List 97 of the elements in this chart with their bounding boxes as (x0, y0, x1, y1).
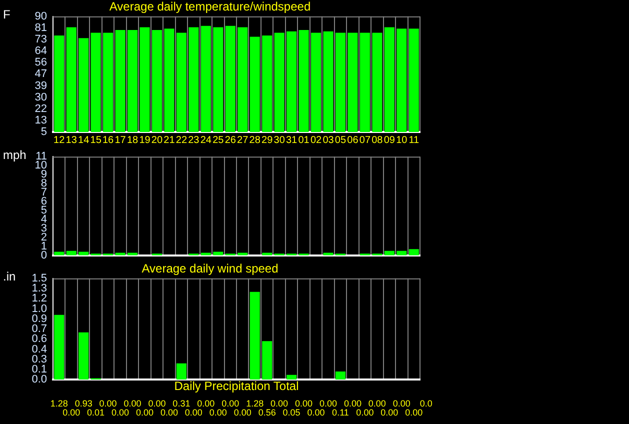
text: 0.05 (282, 408, 300, 418)
y-tick-label: 0.4 (32, 343, 47, 356)
x-tick-label: 09 (384, 134, 396, 146)
text: 0.00 (307, 408, 325, 418)
text: 0.00 (234, 408, 252, 418)
text: 0.00 (160, 408, 178, 418)
chart-title: Average daily wind speed (142, 262, 278, 276)
x-tick-label: 14 (78, 134, 90, 146)
text: 0.00 (270, 398, 288, 409)
text: 0.00 (368, 398, 386, 409)
x-tick-label: 24 (200, 134, 212, 146)
y-tick-label: 5 (40, 126, 47, 138)
text: 0.00 (99, 398, 117, 409)
x-tick-label: 29 (262, 134, 274, 146)
text: 1.28 (50, 398, 68, 409)
y-tick-label: 0.0 (32, 374, 47, 386)
x-tick-label: 28 (249, 134, 261, 146)
x-tick-label: 06 (347, 134, 359, 146)
x-tick-label: 25 (212, 134, 224, 146)
text: 0.00 (148, 398, 166, 409)
text: 0.00 (197, 398, 215, 409)
text: 0.11 (332, 408, 349, 418)
y-tick-label: 1.3 (32, 282, 47, 295)
x-tick-label: 02 (310, 134, 322, 146)
bar (286, 374, 297, 380)
text: 1.28 (246, 398, 264, 409)
x-tick-label: 05 (334, 134, 346, 146)
x-tick-label: 18 (126, 134, 139, 146)
y-tick-label: 56 (34, 56, 47, 69)
x-tick-label: 21 (164, 134, 176, 146)
text: 0.93 (74, 398, 92, 409)
x-tick-label: 20 (151, 134, 163, 146)
text: 0.00 (319, 398, 338, 409)
text: 0.00 (356, 408, 374, 418)
y-tick-label: 1.2 (32, 292, 47, 305)
x-tick-label: 16 (102, 134, 114, 146)
y-tick-label: 1.5 (32, 272, 47, 284)
x-tick-label: 15 (90, 134, 102, 146)
bar (250, 292, 260, 380)
bar (335, 372, 346, 380)
y-tick-label: 13 (34, 114, 47, 126)
text: 0.00 (124, 398, 142, 409)
x-tick-label: 07 (359, 134, 371, 146)
y-tick-label: 47 (34, 68, 47, 80)
y-tick-label: 22 (34, 102, 47, 115)
text: 0.0 (420, 398, 432, 409)
text: 0.00 (392, 398, 410, 409)
text: 0.00 (62, 408, 80, 418)
text: 0.00 (112, 408, 130, 418)
x-tick-label: 27 (237, 134, 249, 146)
bar (176, 363, 186, 380)
text: 0.00 (209, 408, 227, 418)
y-tick-label: 0.9 (32, 312, 47, 325)
text: 0.00 (344, 398, 362, 409)
x-tick-label: 03 (322, 134, 334, 146)
chart-title: Average daily temperature/windspeed (109, 0, 311, 14)
y-tick-label: 81 (34, 22, 47, 34)
y-tick-label: 0 (40, 249, 47, 262)
text: 0.56 (258, 408, 276, 418)
y-tick-label: 64 (34, 45, 47, 58)
x-tick-label: 23 (188, 134, 200, 146)
bar (78, 332, 89, 380)
text: 0.31 (172, 398, 190, 409)
x-tick-label: 08 (372, 134, 384, 146)
bar (262, 341, 272, 380)
y-tick-label: 0.6 (32, 333, 47, 346)
x-tick-label: 30 (274, 134, 286, 146)
y-tick-label: 0.7 (32, 323, 47, 336)
bar (54, 314, 64, 380)
text: 0.00 (405, 408, 423, 418)
text: 0.00 (295, 398, 313, 409)
x-tick-label: 12 (54, 134, 66, 146)
y-tick-label: 1.0 (32, 302, 47, 315)
text: 0.00 (222, 398, 240, 409)
x-tick-label: 13 (66, 134, 78, 146)
y-tick-label: 0.3 (32, 353, 47, 366)
y-tick-label: 73 (34, 34, 47, 46)
x-tick-label: 31 (286, 134, 298, 146)
y-axis-title: F (3, 8, 10, 22)
x-tick-label: 10 (396, 134, 408, 146)
y-tick-label: 0.1 (32, 364, 47, 376)
x-axis-title: Daily Precipitation Total (174, 379, 299, 394)
y-axis-title: .in (3, 270, 16, 284)
text: 0.00 (184, 408, 202, 418)
y-axis-title: mph (3, 148, 26, 162)
y-tick-label: 30 (34, 91, 47, 104)
text: 0.00 (136, 408, 154, 418)
x-tick-label: 01 (298, 134, 310, 146)
y-tick-label: 90 (34, 10, 47, 22)
x-tick-label: 17 (114, 134, 126, 146)
x-tick-label: 11 (408, 134, 420, 146)
x-tick-label: 26 (224, 134, 236, 146)
x-tick-label: 19 (139, 134, 151, 146)
x-tick-label: 22 (176, 134, 188, 146)
y-tick-label: 39 (34, 80, 47, 92)
text: 0.00 (380, 408, 398, 418)
text: 0.01 (87, 408, 105, 418)
